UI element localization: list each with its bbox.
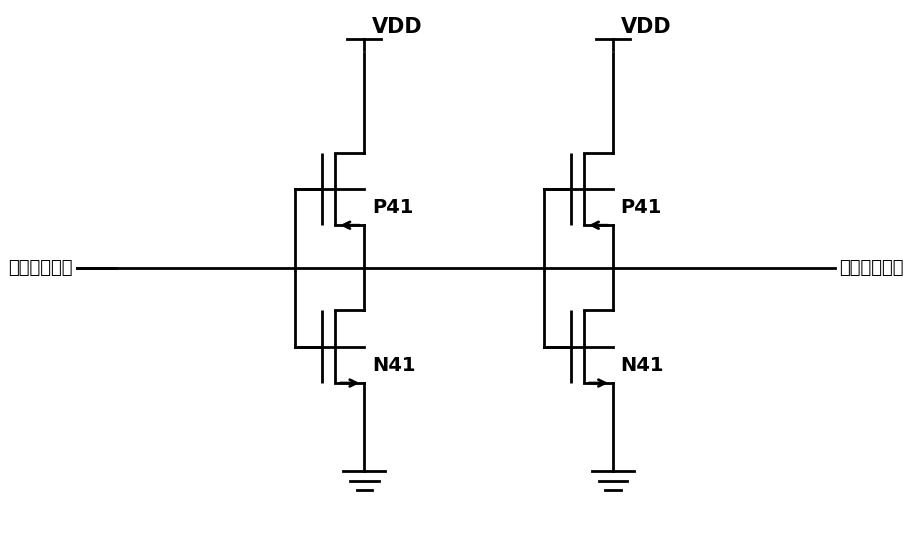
Text: P41: P41 bbox=[372, 198, 413, 218]
Text: N41: N41 bbox=[372, 356, 415, 375]
Text: N41: N41 bbox=[619, 356, 663, 375]
Text: VDD: VDD bbox=[372, 17, 422, 37]
Text: P41: P41 bbox=[619, 198, 661, 218]
Text: 延时信号输出: 延时信号输出 bbox=[839, 259, 903, 277]
Text: 延时信号输入: 延时信号输入 bbox=[8, 259, 72, 277]
Text: VDD: VDD bbox=[619, 17, 670, 37]
